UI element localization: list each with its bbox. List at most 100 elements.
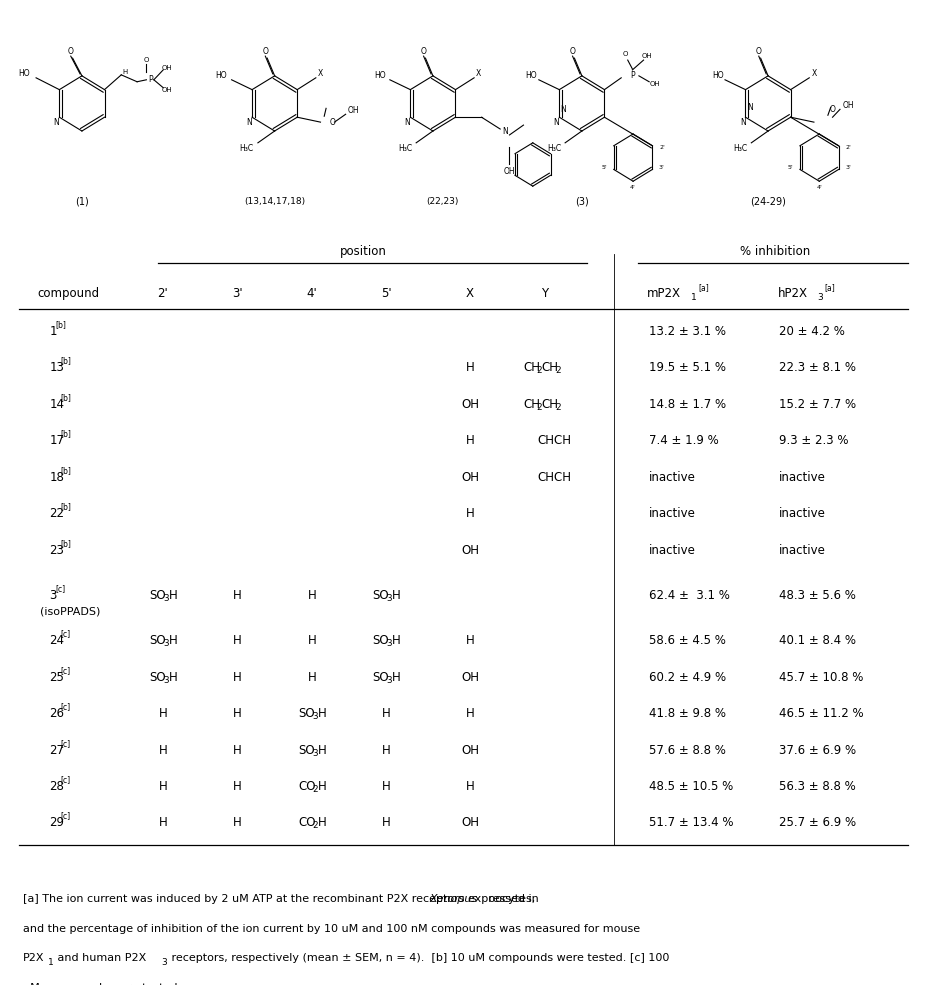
Text: 37.6 ± 6.9 %: 37.6 ± 6.9 %	[779, 744, 857, 756]
Text: OH: OH	[461, 744, 479, 756]
Text: [b]: [b]	[55, 320, 66, 329]
Text: H: H	[233, 634, 242, 647]
Text: SO: SO	[149, 671, 166, 684]
Text: H: H	[233, 744, 242, 756]
Text: H: H	[466, 434, 475, 447]
Text: [c]: [c]	[61, 666, 71, 675]
Text: 3: 3	[161, 957, 167, 967]
Text: O: O	[143, 57, 149, 63]
Text: H: H	[233, 780, 242, 793]
Text: 22: 22	[49, 507, 64, 520]
Text: OH: OH	[461, 544, 479, 557]
Text: [b]: [b]	[61, 539, 72, 548]
Text: inactive: inactive	[779, 471, 826, 484]
Text: 24: 24	[49, 634, 64, 647]
Text: 20 ± 4.2 %: 20 ± 4.2 %	[779, 325, 845, 338]
Text: CHCH: CHCH	[537, 434, 571, 447]
Text: 7.4 ± 1.9 %: 7.4 ± 1.9 %	[649, 434, 719, 447]
Text: 1: 1	[47, 957, 53, 967]
Text: H: H	[382, 744, 391, 756]
Text: O: O	[622, 51, 627, 57]
Text: 40.1 ± 8.4 %: 40.1 ± 8.4 %	[779, 634, 857, 647]
Text: H: H	[317, 707, 326, 720]
Text: (22,23): (22,23)	[426, 197, 458, 207]
Text: CH: CH	[542, 361, 559, 374]
Text: H₃C: H₃C	[733, 144, 748, 154]
Text: 1: 1	[49, 325, 57, 338]
Text: 57.6 ± 8.8 %: 57.6 ± 8.8 %	[649, 744, 726, 756]
Text: SO: SO	[372, 589, 389, 602]
Text: 28: 28	[49, 780, 64, 793]
Text: 3: 3	[386, 639, 392, 648]
Text: H: H	[382, 780, 391, 793]
Text: N: N	[405, 117, 411, 127]
Text: 3': 3'	[659, 164, 665, 170]
Text: 2: 2	[536, 403, 542, 412]
Text: 45.7 ± 10.8 %: 45.7 ± 10.8 %	[779, 671, 864, 684]
Text: H: H	[233, 671, 242, 684]
Text: 2': 2'	[157, 287, 169, 300]
Text: O: O	[756, 46, 762, 56]
Text: 13.2 ± 3.1 %: 13.2 ± 3.1 %	[649, 325, 726, 338]
Text: H₃C: H₃C	[398, 144, 412, 154]
Text: hP2X: hP2X	[777, 287, 807, 300]
Text: OH: OH	[650, 81, 660, 87]
Text: H: H	[392, 671, 400, 684]
Text: CH: CH	[523, 361, 540, 374]
Text: (13,14,17,18): (13,14,17,18)	[244, 197, 305, 207]
Text: 56.3 ± 8.8 %: 56.3 ± 8.8 %	[779, 780, 856, 793]
Text: 3: 3	[163, 639, 169, 648]
Text: 19.5 ± 5.1 %: 19.5 ± 5.1 %	[649, 361, 726, 374]
Text: 3: 3	[312, 749, 317, 757]
Text: [b]: [b]	[61, 502, 72, 511]
Text: H: H	[317, 744, 326, 756]
Text: (3): (3)	[575, 197, 588, 207]
Text: inactive: inactive	[649, 544, 695, 557]
Text: H: H	[233, 817, 242, 829]
Text: 25: 25	[49, 671, 64, 684]
Text: 2: 2	[555, 366, 560, 375]
Text: 2': 2'	[659, 145, 665, 151]
Text: OH: OH	[642, 53, 653, 59]
Text: oocytes,: oocytes,	[484, 894, 534, 904]
Text: H: H	[169, 671, 177, 684]
Text: [a]: [a]	[825, 283, 836, 293]
Text: 23: 23	[49, 544, 64, 557]
Text: H: H	[382, 707, 391, 720]
Text: [c]: [c]	[61, 812, 71, 821]
Text: OH: OH	[162, 87, 172, 93]
Text: 3: 3	[386, 676, 392, 685]
Text: 14.8 ± 1.7 %: 14.8 ± 1.7 %	[649, 398, 726, 411]
Text: 3': 3'	[232, 287, 243, 300]
Text: (24-29): (24-29)	[750, 197, 786, 207]
Text: Xenopus: Xenopus	[429, 894, 478, 904]
Text: (1): (1)	[75, 197, 88, 207]
Text: [c]: [c]	[61, 629, 71, 638]
Text: 2': 2'	[845, 145, 851, 151]
Text: H: H	[466, 507, 475, 520]
Text: 9.3 ± 2.3 %: 9.3 ± 2.3 %	[779, 434, 849, 447]
Text: O: O	[263, 46, 268, 56]
Text: H: H	[466, 361, 475, 374]
Text: H: H	[169, 589, 177, 602]
Text: 18: 18	[49, 471, 64, 484]
Text: H: H	[158, 817, 168, 829]
Text: 27: 27	[49, 744, 64, 756]
Text: 60.2 ± 4.9 %: 60.2 ± 4.9 %	[649, 671, 726, 684]
Text: position: position	[340, 245, 386, 258]
Text: SO: SO	[372, 671, 389, 684]
Text: [a]: [a]	[698, 283, 709, 293]
Text: H: H	[307, 634, 317, 647]
Text: H: H	[317, 780, 326, 793]
Text: OH: OH	[843, 100, 854, 110]
Text: 4': 4'	[816, 184, 822, 190]
Text: HO: HO	[19, 69, 30, 79]
Text: H: H	[466, 634, 475, 647]
Text: 62.4 ±  3.1 %: 62.4 ± 3.1 %	[649, 589, 730, 602]
Text: N: N	[560, 104, 566, 114]
Text: OH: OH	[461, 471, 479, 484]
Text: [b]: [b]	[61, 357, 72, 365]
Text: inactive: inactive	[649, 471, 695, 484]
Text: OH: OH	[461, 398, 479, 411]
Text: OH: OH	[162, 65, 172, 71]
